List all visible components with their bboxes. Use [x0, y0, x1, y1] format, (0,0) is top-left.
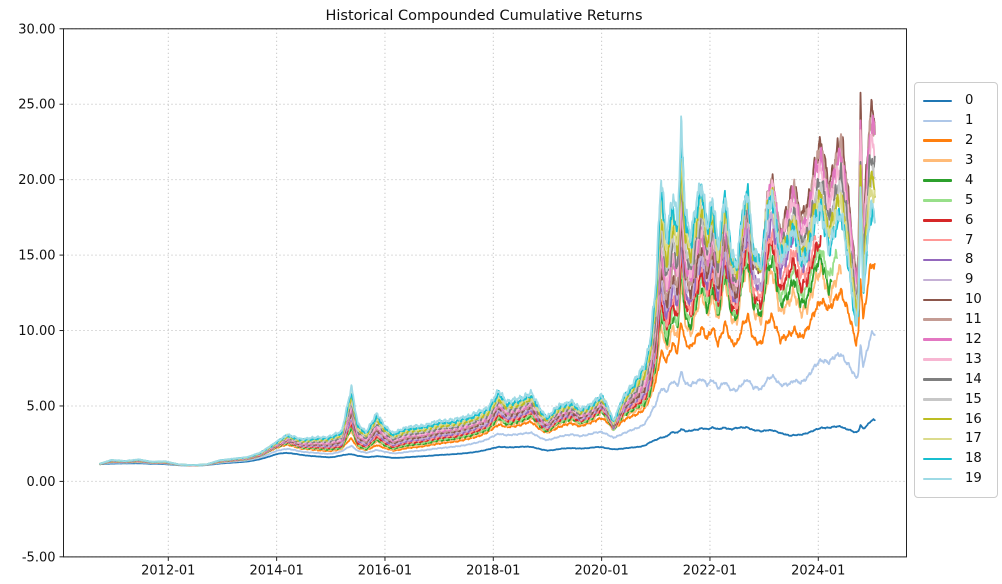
legend-swatch-14: [923, 378, 952, 381]
x-tick-label: 2016-01: [358, 563, 412, 578]
legend-label: 2: [965, 133, 974, 149]
legend-label: 15: [965, 391, 982, 407]
chart-title: Historical Compounded Cumulative Returns: [325, 8, 642, 24]
legend-swatch-10: [923, 298, 952, 302]
legend-item-18: 18: [915, 449, 997, 469]
legend-swatch-6: [923, 218, 952, 222]
x-tick-label: 2024-01: [791, 563, 845, 578]
legend-swatch-3: [923, 159, 952, 162]
legend-item-0: 0: [915, 91, 997, 111]
x-tick-label: 2014-01: [249, 563, 303, 578]
legend-swatch-1: [923, 119, 952, 123]
legend: 0 1 2 3 4 5 6 7 8 9 10 11 12 13 14 15 16 17 18 19: [914, 82, 998, 498]
legend-item-7: 7: [915, 230, 997, 250]
legend-swatch-17: [923, 437, 952, 441]
legend-swatch-19: [923, 477, 952, 481]
legend-item-15: 15: [915, 389, 997, 409]
legend-item-4: 4: [915, 171, 997, 191]
legend-item-16: 16: [915, 409, 997, 429]
x-tick-label: 2022-01: [683, 563, 737, 578]
y-tick-label: 25.00: [18, 98, 55, 113]
legend-swatch-4: [923, 179, 952, 182]
legend-label: 5: [965, 192, 974, 208]
legend-label: 12: [965, 332, 982, 348]
legend-label: 1: [965, 113, 974, 129]
legend-label: 14: [965, 371, 982, 387]
legend-label: 7: [965, 232, 974, 248]
legend-swatch-11: [923, 318, 952, 322]
legend-label: 18: [965, 451, 982, 467]
legend-swatch-7: [923, 238, 952, 242]
legend-swatch-8: [923, 258, 952, 262]
axes-layer: 2012-01 2014-01 2016-01 2018-01 2020-01 2022-…: [18, 22, 907, 578]
legend-swatch-0: [923, 99, 952, 103]
legend-item-19: 19: [915, 469, 997, 489]
legend-label: 3: [965, 153, 974, 169]
y-tick-label: 5.00: [27, 399, 56, 414]
legend-item-17: 17: [915, 429, 997, 449]
legend-item-2: 2: [915, 131, 997, 151]
legend-label: 19: [965, 471, 982, 487]
legend-item-10: 10: [915, 290, 997, 310]
plot-frame: [63, 28, 907, 558]
y-tick-label: 10.00: [18, 324, 55, 339]
legend-swatch-16: [923, 417, 952, 421]
y-tick-label: 30.00: [18, 22, 55, 37]
legend-item-8: 8: [915, 250, 997, 270]
legend-label: 17: [965, 431, 982, 447]
legend-label: 10: [965, 292, 982, 308]
legend-item-14: 14: [915, 369, 997, 389]
x-tick-label: 2018-01: [466, 563, 520, 578]
y-tick-label: -5.00: [22, 550, 56, 565]
legend-label: 4: [965, 172, 974, 188]
legend-item-3: 3: [915, 151, 997, 171]
legend-item-12: 12: [915, 330, 997, 350]
legend-swatch-9: [923, 278, 952, 282]
legend-label: 16: [965, 411, 982, 427]
legend-label: 9: [965, 272, 974, 288]
legend-swatch-15: [923, 398, 952, 401]
legend-label: 11: [965, 312, 982, 328]
series-line-19: [99, 115, 876, 467]
legend-label: 0: [965, 93, 974, 109]
legend-swatch-12: [923, 338, 952, 341]
x-tick-label: 2020-01: [574, 563, 628, 578]
y-tick-label: 20.00: [18, 173, 55, 188]
legend-item-13: 13: [915, 350, 997, 370]
series-layer: [99, 91, 876, 467]
legend-item-11: 11: [915, 310, 997, 330]
legend-swatch-13: [923, 358, 952, 361]
y-tick-label: 15.00: [18, 249, 55, 264]
y-tick-label: 0.00: [27, 475, 56, 490]
legend-item-9: 9: [915, 270, 997, 290]
legend-swatch-18: [923, 457, 952, 461]
legend-swatch-5: [923, 199, 952, 202]
legend-swatch-2: [923, 139, 952, 143]
x-tick-label: 2012-01: [141, 563, 195, 578]
legend-label: 6: [965, 212, 974, 228]
legend-item-5: 5: [915, 190, 997, 210]
legend-item-6: 6: [915, 210, 997, 230]
legend-label: 8: [965, 252, 974, 268]
legend-item-1: 1: [915, 111, 997, 131]
series-line-1: [99, 330, 876, 467]
legend-label: 13: [965, 351, 982, 367]
